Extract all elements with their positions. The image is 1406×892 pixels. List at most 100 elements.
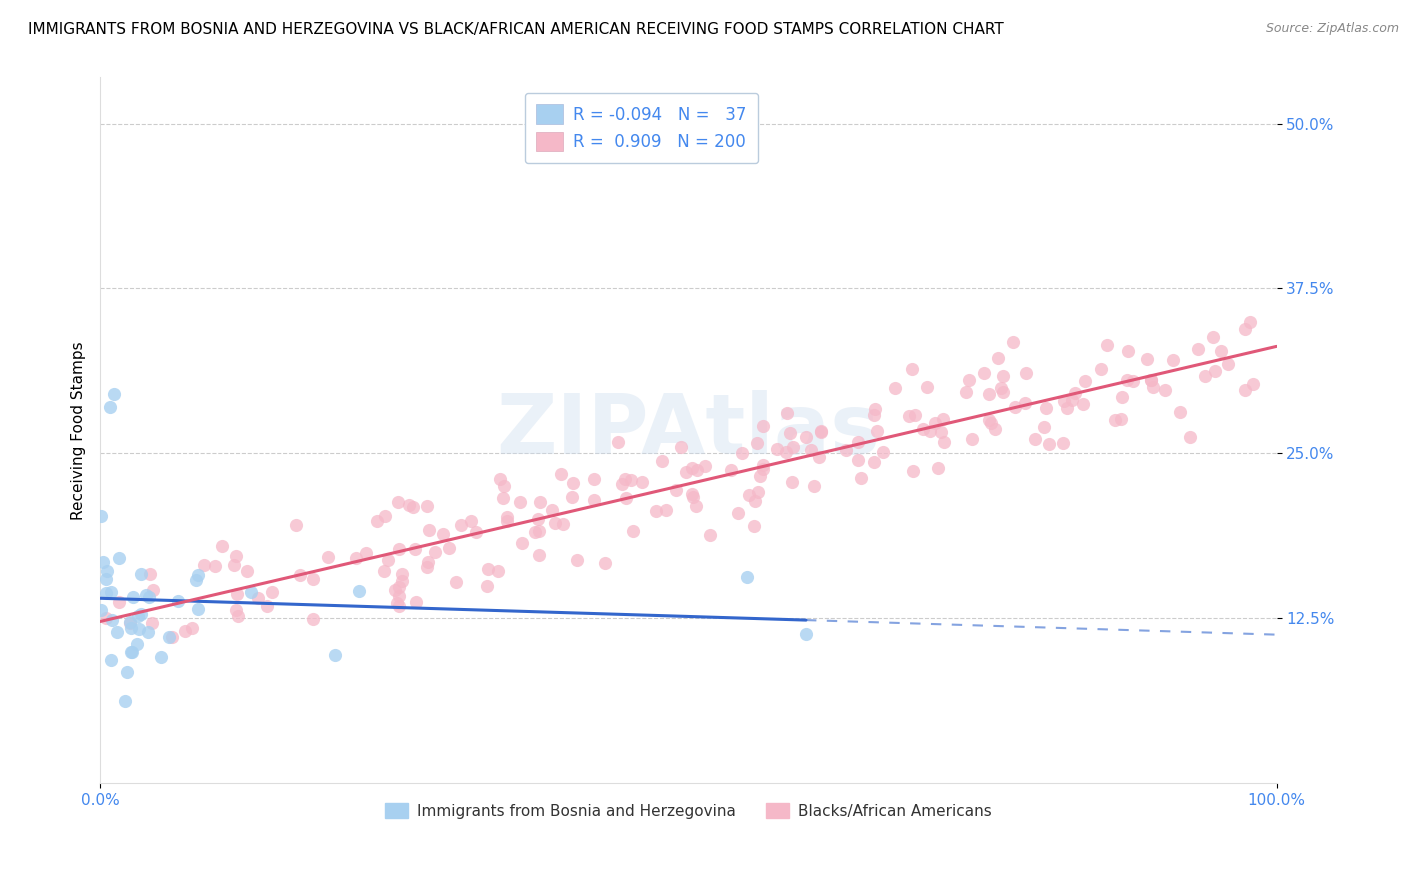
Text: Source: ZipAtlas.com: Source: ZipAtlas.com	[1265, 22, 1399, 36]
Point	[749, 468, 772, 483]
Legend: Immigrants from Bosnia and Herzegovina, Blacks/African Americans: Immigrants from Bosnia and Herzegovina, …	[378, 797, 998, 825]
Point	[347, 583, 370, 598]
Point	[752, 458, 775, 472]
Point	[325, 648, 347, 662]
Point	[225, 602, 247, 616]
Point	[96, 564, 118, 578]
Point	[955, 384, 977, 399]
Point	[866, 424, 889, 438]
Point	[776, 406, 799, 420]
Point	[302, 612, 325, 626]
Point	[924, 416, 946, 430]
Point	[416, 499, 439, 513]
Point	[766, 442, 789, 457]
Point	[983, 422, 1005, 436]
Point	[387, 596, 409, 610]
Y-axis label: Receiving Food Stamps: Receiving Food Stamps	[72, 341, 86, 519]
Point	[957, 373, 980, 387]
Point	[488, 472, 510, 486]
Point	[987, 351, 1010, 365]
Point	[1111, 411, 1133, 425]
Point	[977, 386, 1000, 401]
Point	[742, 519, 765, 533]
Point	[927, 461, 949, 475]
Point	[808, 450, 831, 465]
Point	[934, 434, 956, 449]
Point	[651, 454, 673, 468]
Point	[141, 582, 163, 597]
Point	[127, 608, 149, 623]
Point	[492, 491, 515, 505]
Point	[561, 475, 583, 490]
Point	[316, 549, 339, 564]
Point	[136, 625, 159, 640]
Point	[1063, 386, 1085, 401]
Point	[631, 475, 654, 489]
Point	[290, 567, 312, 582]
Point	[1095, 337, 1118, 351]
Point	[418, 524, 440, 538]
Point	[960, 433, 983, 447]
Point	[204, 559, 226, 574]
Point	[695, 459, 717, 474]
Point	[593, 557, 616, 571]
Point	[388, 581, 411, 595]
Point	[174, 624, 197, 638]
Point	[620, 473, 643, 487]
Point	[904, 408, 927, 422]
Point	[610, 476, 633, 491]
Point	[1053, 393, 1076, 408]
Point	[735, 569, 758, 583]
Point	[747, 436, 769, 450]
Point	[122, 590, 145, 604]
Point	[527, 524, 550, 538]
Point	[373, 564, 395, 578]
Point	[465, 524, 488, 539]
Point	[529, 549, 551, 563]
Point	[141, 616, 163, 631]
Point	[222, 558, 245, 572]
Point	[699, 528, 721, 542]
Point	[1052, 436, 1074, 450]
Point	[794, 627, 817, 641]
Point	[1002, 334, 1025, 349]
Point	[775, 445, 797, 459]
Point	[260, 584, 283, 599]
Point	[285, 517, 308, 532]
Point	[849, 471, 872, 485]
Point	[794, 430, 817, 444]
Point	[1239, 315, 1261, 329]
Text: IMMIGRANTS FROM BOSNIA AND HERZEGOVINA VS BLACK/AFRICAN AMERICAN RECEIVING FOOD : IMMIGRANTS FROM BOSNIA AND HERZEGOVINA V…	[28, 22, 1004, 37]
Point	[582, 472, 605, 486]
Point	[613, 472, 636, 486]
Point	[211, 539, 233, 553]
Point	[863, 401, 886, 416]
Point	[475, 579, 498, 593]
Point	[509, 495, 531, 509]
Point	[127, 637, 149, 651]
Point	[1090, 361, 1112, 376]
Point	[929, 425, 952, 439]
Point	[863, 408, 886, 422]
Point	[120, 621, 142, 635]
Point	[863, 455, 886, 469]
Point	[1194, 369, 1216, 384]
Point	[782, 475, 804, 490]
Point	[884, 381, 907, 395]
Point	[1116, 343, 1139, 358]
Point	[226, 586, 249, 600]
Point	[391, 567, 413, 582]
Point	[731, 446, 754, 460]
Point	[835, 443, 858, 458]
Point	[107, 551, 129, 566]
Point	[561, 490, 583, 504]
Point	[1140, 373, 1163, 387]
Point	[239, 585, 262, 599]
Point	[720, 462, 742, 476]
Point	[1024, 432, 1046, 446]
Point	[494, 478, 516, 492]
Point	[779, 425, 801, 440]
Point	[129, 607, 152, 622]
Point	[747, 485, 769, 500]
Point	[108, 595, 131, 609]
